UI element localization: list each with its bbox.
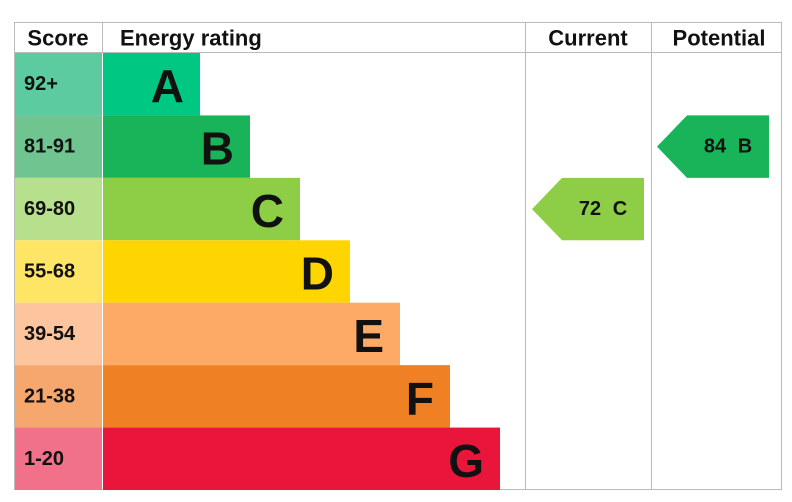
score-cell bbox=[15, 365, 102, 428]
rating-letter: F bbox=[406, 372, 434, 424]
header-score: Score bbox=[27, 26, 88, 51]
current-arrow bbox=[532, 177, 644, 241]
current-rating: C bbox=[613, 198, 627, 220]
score-cell bbox=[15, 115, 102, 178]
score-label: 92+ bbox=[24, 73, 58, 95]
rating-bar bbox=[103, 53, 200, 116]
rating-bar bbox=[103, 427, 500, 490]
header-potential: Potential bbox=[673, 26, 766, 51]
score-label: 39-54 bbox=[24, 323, 76, 345]
score-label: 21-38 bbox=[24, 385, 75, 407]
score-label: 69-80 bbox=[24, 198, 75, 220]
rating-bar bbox=[103, 365, 450, 428]
rating-letter: B bbox=[201, 123, 234, 175]
score-cell bbox=[15, 302, 102, 366]
potential-score: 84 bbox=[704, 136, 727, 158]
score-cell bbox=[15, 427, 102, 490]
score-label: 55-68 bbox=[24, 261, 75, 283]
score-cell bbox=[15, 240, 102, 303]
score-label: 81-91 bbox=[24, 136, 75, 158]
potential-arrow bbox=[657, 115, 769, 178]
rating-letter: E bbox=[353, 310, 384, 362]
header-rating: Energy rating bbox=[120, 26, 262, 51]
header-current: Current bbox=[548, 26, 628, 51]
score-cell bbox=[15, 177, 102, 241]
rating-letter: C bbox=[251, 185, 284, 237]
current-score: 72 bbox=[579, 198, 601, 220]
rating-bar bbox=[103, 115, 250, 178]
potential-rating: B bbox=[738, 136, 752, 158]
rating-bar bbox=[103, 240, 350, 303]
rating-bar bbox=[103, 302, 400, 366]
rating-letter: G bbox=[448, 435, 484, 487]
rating-letter: D bbox=[301, 248, 334, 300]
rating-letter: A bbox=[151, 60, 184, 112]
score-cell bbox=[15, 53, 102, 116]
score-label: 1-20 bbox=[24, 448, 64, 470]
rating-bar bbox=[103, 177, 300, 241]
